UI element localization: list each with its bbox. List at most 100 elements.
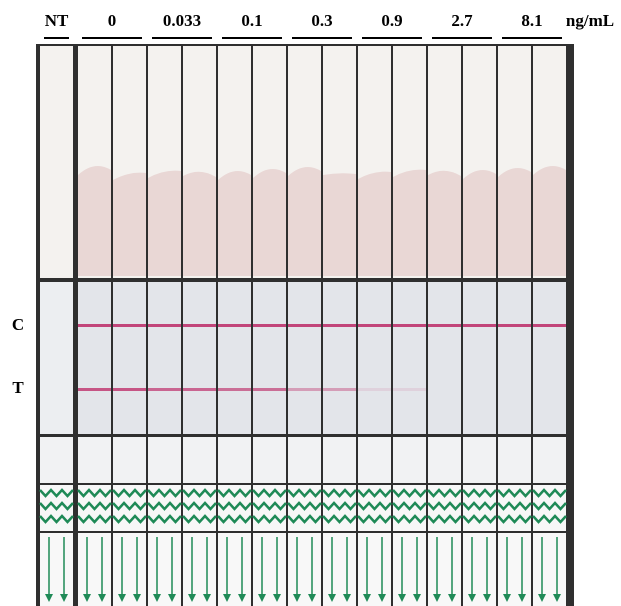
sample-stain [288,167,321,276]
concentration-label: NT [45,11,69,30]
lower-pad [323,437,356,483]
arrow-head [378,594,386,602]
arrow-head [518,594,526,602]
arrow-band [78,533,111,606]
arrow-head [133,594,141,602]
arrow-head [503,594,511,602]
pattern-zigzag [322,488,357,498]
pattern-zigzag [357,488,392,498]
pattern-zigzag [182,514,217,524]
pattern-zigzag [217,501,252,511]
arrow-head [413,594,421,602]
control-line [358,324,391,327]
pattern-zigzag [252,501,287,511]
sample-stain [253,169,286,276]
control-line [148,324,181,327]
membrane [78,282,111,434]
lower-pad [183,437,216,483]
arrow-head [153,594,161,602]
arrow-band [183,533,216,606]
arrow-band [393,533,426,606]
pattern-zigzag [532,488,567,498]
arrow-head [308,594,316,602]
arrow-head [553,594,561,602]
pattern-zigzag [392,501,427,511]
arrow-band [253,533,286,606]
sample-pad [40,46,73,278]
pattern-zigzag [77,488,112,498]
pattern-zigzag [532,501,567,511]
arrow-head [343,594,351,602]
membrane [428,282,461,434]
pattern-zigzag [427,488,462,498]
control-line-label: C [12,315,24,334]
unit-label: ng/mL [566,11,614,30]
pattern-zigzag [497,488,532,498]
arrow-head [293,594,301,602]
test-line [358,388,391,391]
arrow-head [203,594,211,602]
pattern-zigzag [77,501,112,511]
lower-pad [498,437,531,483]
lower-pad [358,437,391,483]
membrane [323,282,356,434]
arrow-band [113,533,146,606]
sample-stain [498,168,531,276]
sample-stain [428,170,461,276]
pattern-zigzag [392,514,427,524]
test-line [78,388,111,391]
membrane [148,282,181,434]
lower-pad [533,437,566,483]
lower-pad [148,437,181,483]
pattern-zigzag [182,488,217,498]
pattern-zigzag [77,514,112,524]
arrow-band [463,533,496,606]
arrow-head [328,594,336,602]
test-line [218,388,251,391]
pattern-zigzag [357,501,392,511]
arrow-head [398,594,406,602]
pattern-zigzag [357,514,392,524]
pattern-zigzag [147,488,182,498]
pattern-zigzag [252,488,287,498]
arrow-head [60,594,68,602]
test-line [323,388,356,391]
lower-pad [40,437,73,483]
lower-pad [288,437,321,483]
pattern-zigzag [39,501,74,511]
membrane [288,282,321,434]
sample-stain [393,169,426,276]
arrow-band [358,533,391,606]
control-line [498,324,531,327]
sample-stain [533,166,566,276]
arrow-band [533,533,566,606]
sample-stain [148,170,181,276]
concentration-label: 0 [108,11,117,30]
pattern-zigzag [182,501,217,511]
arrow-head [258,594,266,602]
control-line [323,324,356,327]
test-strips [39,46,567,606]
arrow-band [218,533,251,606]
membrane [218,282,251,434]
membrane [253,282,286,434]
lower-pad [113,437,146,483]
arrow-head [538,594,546,602]
arrow-band [498,533,531,606]
arrow-head [363,594,371,602]
lower-pad [218,437,251,483]
test-line [183,388,216,391]
pattern-zigzag [39,488,74,498]
arrow-head [98,594,106,602]
arrow-head [223,594,231,602]
control-line [78,324,111,327]
arrow-head [83,594,91,602]
pattern-zigzag [147,514,182,524]
test-line [148,388,181,391]
arrow-band [40,533,73,606]
control-line [113,324,146,327]
membrane [533,282,566,434]
pattern-zigzag [427,514,462,524]
pattern-zigzag [427,501,462,511]
pattern-zigzag [112,514,147,524]
